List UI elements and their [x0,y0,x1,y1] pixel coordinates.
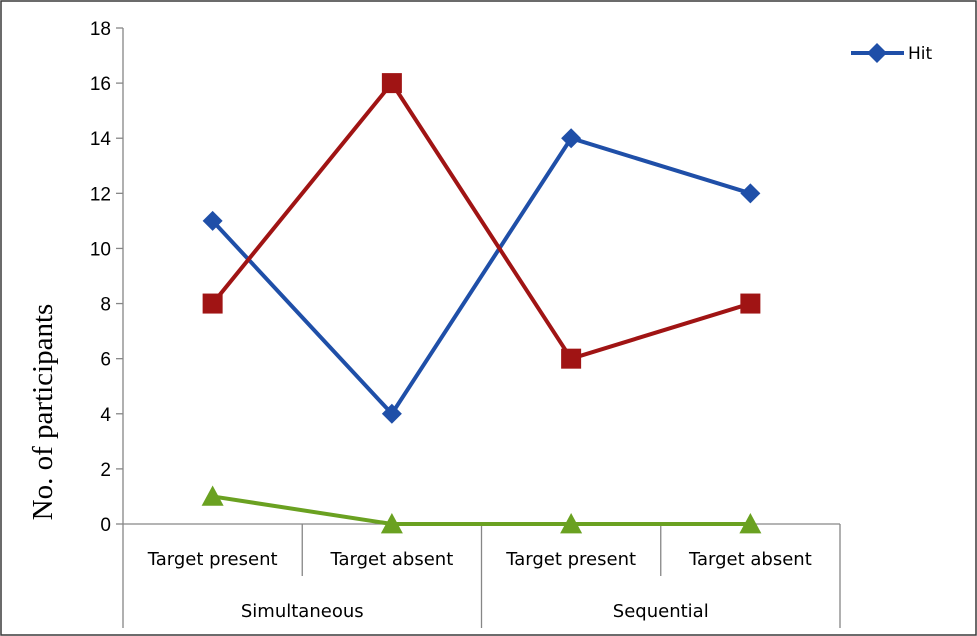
y-tick-label: 0 [100,515,111,536]
y-axis-label: No. of participants [27,304,59,521]
y-tick-label: 10 [90,239,111,260]
y-tick-label: 18 [90,19,111,40]
series-line [212,494,751,526]
legend-marker [867,43,887,63]
series-line [211,81,751,361]
y-tick-label: 2 [100,460,111,481]
series-line [211,136,751,416]
y-tick-label: 8 [100,295,111,316]
x-category-label: Target present [505,549,636,570]
x-category-label: Target absent [688,549,812,570]
data-point-triangle [739,513,762,534]
y-tick-label: 4 [100,405,111,426]
series-2 [201,485,762,534]
data-point-triangle [560,513,583,534]
data-point-triangle [380,513,403,534]
data-point-square [740,293,761,314]
series-layer [201,73,762,534]
data-point-square [561,348,582,369]
y-tick-label: 6 [100,350,111,371]
data-point-square [381,73,402,94]
legend-label: Hit [908,44,933,64]
series-0 [202,128,761,424]
y-tick-label: 14 [90,129,112,150]
data-point-triangle [201,485,224,506]
legend: Hit [851,43,933,64]
y-tick-label: 16 [90,74,111,95]
y-tick-label: 12 [90,184,111,205]
data-point-diamond [202,210,223,231]
x-group-label: Sequential [613,601,709,622]
x-category-label: Target present [147,549,278,570]
data-point-square [202,293,223,314]
data-point-diamond [561,128,582,149]
x-category-label: Target absent [329,549,453,570]
x-group-label: Simultaneous [241,601,364,622]
data-point-diamond [740,183,761,204]
data-point-diamond [381,403,402,424]
series-1 [202,73,761,369]
